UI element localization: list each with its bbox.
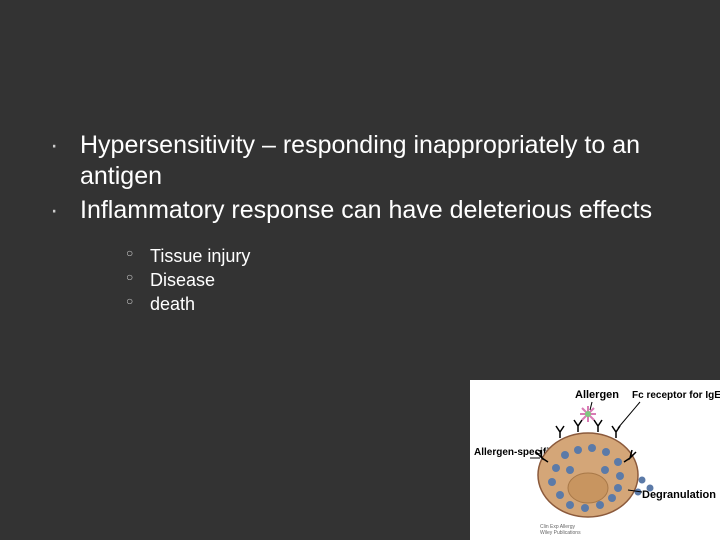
main-bullet-list: Hypersensitivity – responding inappropri…: [40, 130, 680, 317]
main-bullet-text: Inflammatory response can have deleterio…: [80, 196, 652, 224]
sub-bullet-item: Disease: [120, 268, 680, 292]
main-bullet-text: Hypersensitivity – responding inappropri…: [80, 131, 640, 190]
svg-text:Wiley Publications: Wiley Publications: [540, 530, 581, 536]
label-degranulation: Degranulation: [642, 489, 716, 501]
arrow-allergen: [590, 402, 592, 410]
sub-bullet-text: death: [150, 294, 195, 314]
sub-bullet-text: Disease: [150, 270, 215, 290]
cell-nucleus: [568, 473, 608, 503]
main-bullet-item: Inflammatory response can have deleterio…: [40, 195, 680, 317]
sub-bullet-item: Tissue injury: [120, 244, 680, 268]
mast-cell-svg: Allergen Fc receptor for IgE Allergen-sp…: [470, 380, 720, 540]
figure-diagram: Allergen Fc receptor for IgE Allergen-sp…: [470, 380, 720, 540]
label-allergen: Allergen: [575, 389, 619, 401]
arrow-fc: [618, 402, 640, 428]
slide: Hypersensitivity – responding inappropri…: [0, 0, 720, 540]
sub-bullet-item: death: [120, 292, 680, 316]
label-fc-receptor: Fc receptor for IgE: [632, 390, 720, 401]
allergen-star: [580, 406, 596, 422]
sub-bullet-list: Tissue injury Disease death: [120, 244, 680, 317]
main-bullet-item: Hypersensitivity – responding inappropri…: [40, 130, 680, 193]
sub-bullet-text: Tissue injury: [150, 246, 250, 266]
slide-content: Hypersensitivity – responding inappropri…: [40, 130, 680, 319]
credit-text: Clin Exp Allergy Wiley Publications: [540, 524, 581, 536]
